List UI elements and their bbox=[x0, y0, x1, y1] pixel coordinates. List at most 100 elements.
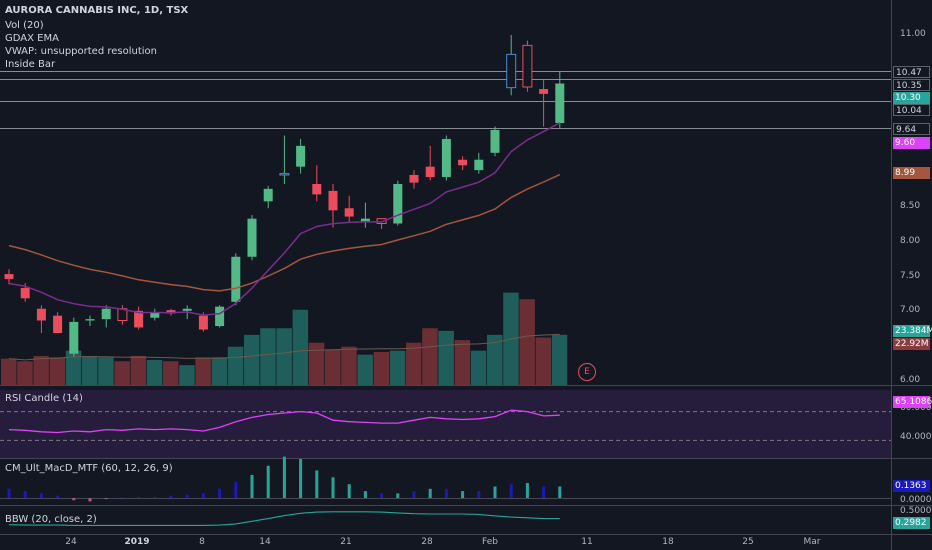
volume-bar bbox=[373, 352, 390, 385]
rsi-tick: 40.0000 bbox=[900, 432, 932, 442]
macd-histogram-bar bbox=[509, 484, 513, 498]
volume-bar bbox=[211, 357, 228, 385]
candle-body bbox=[522, 44, 533, 88]
candle-body bbox=[198, 315, 208, 330]
macd-histogram-bar bbox=[493, 486, 497, 498]
ema-fast-line bbox=[8, 122, 561, 316]
macd-histogram-bar bbox=[331, 477, 335, 498]
macd-histogram-bar bbox=[218, 488, 222, 498]
volume-bar bbox=[130, 355, 147, 385]
bbw-tick: 0.5000 bbox=[900, 506, 932, 516]
macd-histogram-bar bbox=[299, 458, 303, 498]
candle-body bbox=[247, 218, 257, 257]
indicator-ema-label[interactable]: GDAX EMA bbox=[5, 33, 59, 44]
macd-histogram-bar bbox=[137, 496, 141, 498]
volume-bar bbox=[389, 350, 406, 385]
volume-bar bbox=[422, 328, 438, 385]
x-axis-label: 11 bbox=[581, 537, 593, 547]
volume-bar bbox=[65, 350, 82, 385]
candle-body bbox=[539, 89, 549, 94]
candle-body bbox=[4, 274, 14, 279]
indicator-vol-label[interactable]: Vol (20) bbox=[5, 20, 44, 31]
macd-histogram-bar bbox=[558, 486, 562, 498]
volume-bar bbox=[244, 334, 260, 385]
candle-body bbox=[296, 145, 306, 167]
volume-bar bbox=[114, 361, 130, 385]
volume-bar bbox=[487, 334, 503, 385]
candle-body bbox=[312, 183, 322, 195]
macd-histogram-bar bbox=[380, 493, 384, 498]
volume-bar bbox=[195, 357, 211, 385]
x-axis-label: 18 bbox=[662, 537, 674, 547]
volume-bar bbox=[1, 358, 17, 385]
volume-bar bbox=[454, 340, 471, 385]
volume-bar bbox=[49, 357, 66, 385]
macd-histogram-bar bbox=[477, 491, 481, 498]
volume-bar bbox=[551, 334, 568, 385]
candle-body bbox=[36, 308, 46, 321]
macd-histogram-bar bbox=[23, 491, 27, 498]
macd-histogram-bar bbox=[72, 498, 76, 501]
x-axis-label: 2019 bbox=[124, 537, 150, 547]
macd-histogram-bar bbox=[444, 488, 448, 498]
volume-bar bbox=[98, 357, 114, 385]
volume-bar bbox=[406, 342, 422, 385]
bbw-current-badge: 0.2982 bbox=[893, 517, 930, 529]
candle-body bbox=[425, 166, 435, 178]
macd-histogram-bar bbox=[201, 493, 205, 498]
macd-histogram-bar bbox=[428, 488, 432, 498]
candle-body bbox=[20, 287, 30, 299]
price-tick: 7.00 bbox=[900, 305, 921, 315]
rsi-line bbox=[8, 409, 560, 434]
macd-histogram-bar bbox=[282, 456, 286, 498]
rsi-pane-bg bbox=[0, 390, 891, 458]
volume-bar bbox=[82, 355, 98, 385]
ema-slow-line bbox=[8, 173, 561, 292]
candle-body bbox=[409, 174, 419, 183]
rsi-pane-label[interactable]: RSI Candle (14) bbox=[5, 393, 83, 404]
ema-fast-badge: 9.60 bbox=[893, 137, 930, 149]
indicator-insidebar-label[interactable]: Inside Bar bbox=[5, 59, 56, 70]
volume-bar bbox=[227, 346, 244, 385]
volume-bar bbox=[308, 342, 325, 385]
candle-body bbox=[134, 310, 144, 328]
x-axis-label: 14 bbox=[259, 537, 271, 547]
candle-body bbox=[166, 310, 176, 314]
volume-bar bbox=[163, 361, 179, 385]
macd-histogram-bar bbox=[234, 481, 238, 498]
indicator-vwap-label[interactable]: VWAP: unsupported resolution bbox=[5, 46, 157, 57]
x-axis-label: 24 bbox=[65, 537, 77, 547]
bbw-pane-label[interactable]: BBW (20, close, 2) bbox=[5, 514, 97, 525]
x-axis-label: Feb bbox=[482, 537, 498, 547]
macd-pane-label[interactable]: CM_Ult_MacD_MTF (60, 12, 26, 9) bbox=[5, 463, 173, 474]
price-tick: 7.50 bbox=[900, 271, 921, 281]
candle-body bbox=[279, 173, 290, 176]
volume-bar bbox=[519, 299, 535, 385]
level-badge: 10.35 bbox=[893, 79, 930, 91]
level-badge: 9.64 bbox=[893, 123, 930, 135]
bbw-line bbox=[8, 511, 560, 526]
volume-bar bbox=[325, 349, 341, 385]
candle-body bbox=[458, 159, 468, 166]
x-axis-label: 28 bbox=[421, 537, 433, 547]
price-tick: 6.00 bbox=[900, 375, 921, 385]
earnings-marker[interactable]: E bbox=[578, 363, 596, 381]
x-axis-label: 25 bbox=[742, 537, 754, 547]
x-axis-label: Mar bbox=[803, 537, 821, 547]
current-price-badge: 10.30 bbox=[893, 92, 930, 104]
candle-body bbox=[328, 190, 338, 211]
x-axis-label: 21 bbox=[340, 537, 352, 547]
candle-body bbox=[69, 321, 79, 354]
macd-current-badge: 0.1363 bbox=[893, 480, 930, 492]
rsi-tick: 60.0000 bbox=[900, 403, 932, 413]
symbol-title[interactable]: AURORA CANNABIS INC, 1D, TSX bbox=[5, 5, 189, 16]
level-badge: 10.04 bbox=[893, 104, 930, 116]
macd-histogram-bar bbox=[56, 495, 60, 498]
ema-slow-badge: 8.99 bbox=[893, 167, 930, 179]
macd-histogram-bar bbox=[185, 494, 189, 498]
macd-histogram-bar bbox=[461, 491, 465, 498]
candle-body bbox=[506, 53, 517, 89]
macd-histogram-bar bbox=[39, 493, 43, 498]
volume-avg-badge: 22.92M bbox=[893, 338, 930, 350]
